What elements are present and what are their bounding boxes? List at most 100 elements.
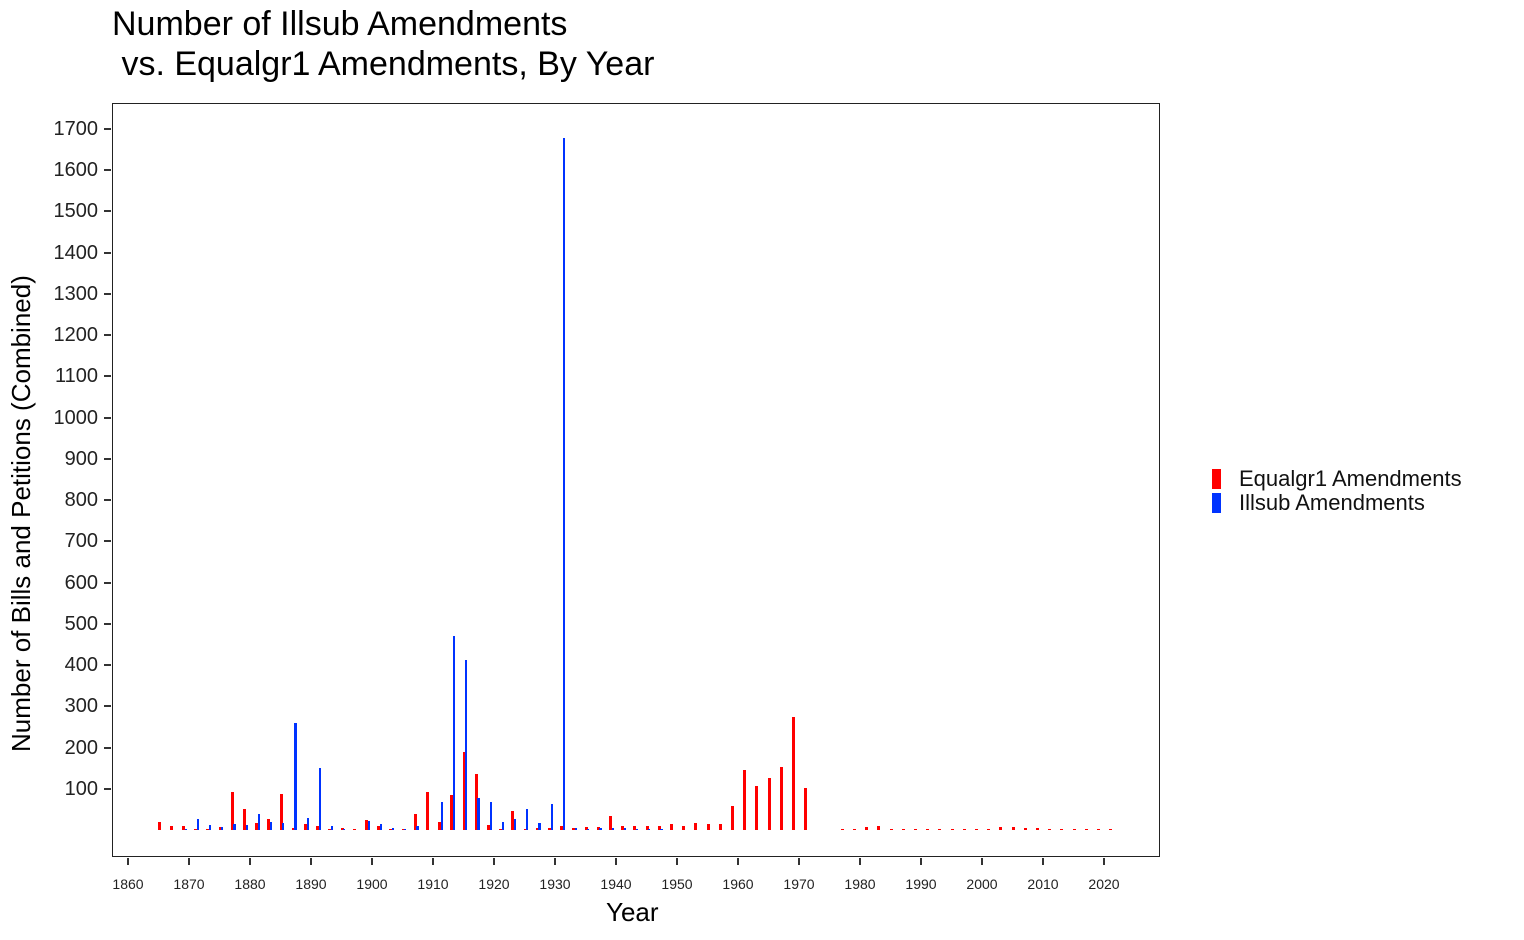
bar-illsub [587, 828, 590, 830]
bar-illsub [367, 820, 370, 830]
bar-equalgr1 [242, 808, 246, 830]
x-tick [554, 858, 556, 865]
bar-equalgr1 [755, 785, 759, 830]
y-tick [104, 251, 111, 254]
bar-equalgr1 [279, 793, 283, 830]
bar-illsub [233, 824, 236, 830]
bar-equalgr1 [425, 792, 429, 830]
bar-illsub [343, 828, 346, 830]
y-tick-label: 1700 [53, 117, 99, 140]
y-tick [104, 622, 111, 625]
chart-title: Number of Illsub Amendments vs. Equalgr1… [112, 5, 655, 83]
bar-equalgr1 [682, 825, 686, 830]
bar-illsub [221, 827, 224, 830]
x-tick-label: 1960 [722, 876, 754, 892]
bar-equalgr1 [1096, 828, 1100, 830]
bar-equalgr1 [791, 717, 795, 830]
bar-equalgr1 [718, 824, 722, 830]
x-tick-label: 1900 [356, 876, 388, 892]
bar-equalgr1 [608, 815, 612, 830]
legend-key-illsub [1212, 493, 1221, 513]
y-tick-label: 1400 [53, 241, 99, 264]
x-tick [127, 858, 129, 865]
bar-equalgr1 [962, 828, 966, 830]
x-tick-label: 1980 [844, 876, 876, 892]
bar-illsub [391, 827, 395, 830]
y-tick [104, 210, 111, 213]
plot-panel [112, 103, 1160, 857]
bar-equalgr1 [267, 818, 271, 830]
bar-equalgr1 [767, 778, 771, 830]
legend: Equalgr1 Amendments Illsub Amendments [1212, 467, 1462, 515]
legend-key-equalgr1 [1212, 469, 1221, 489]
bar-equalgr1 [547, 827, 551, 830]
bar-equalgr1 [657, 825, 661, 830]
x-tick [371, 858, 373, 865]
bar-illsub [477, 797, 480, 830]
bar-equalgr1 [730, 806, 734, 830]
x-tick-label: 2000 [966, 876, 998, 892]
y-tick [104, 705, 111, 708]
bar-equalgr1 [913, 828, 917, 830]
x-tick [310, 858, 312, 865]
bar-equalgr1 [1072, 828, 1076, 830]
x-tick-label: 1930 [539, 876, 571, 892]
y-axis-title: Number of Bills and Petitions (Combined) [6, 275, 36, 752]
bar-equalgr1 [523, 828, 527, 830]
bar-equalgr1 [255, 823, 259, 830]
bar-equalgr1 [889, 828, 893, 830]
bar-equalgr1 [1035, 827, 1039, 830]
bar-equalgr1 [633, 825, 637, 830]
x-tick [188, 858, 190, 865]
bar-equalgr1 [511, 810, 515, 830]
bar-equalgr1 [340, 827, 344, 830]
y-tick [104, 334, 111, 336]
bar-equalgr1 [486, 825, 490, 830]
x-tick-label: 2010 [1027, 876, 1059, 892]
y-tick-label: 1300 [53, 282, 99, 305]
bar-equalgr1 [926, 828, 930, 830]
x-tick [737, 858, 739, 865]
bar-equalgr1 [645, 825, 649, 830]
x-tick [493, 858, 495, 865]
x-tick [1042, 858, 1044, 865]
y-tick-label: 200 [64, 736, 98, 759]
bar-illsub [208, 825, 212, 830]
bar-equalgr1 [560, 825, 564, 830]
x-tick-label: 1940 [600, 876, 632, 892]
bar-illsub [330, 825, 334, 830]
bar-equalgr1 [706, 823, 710, 830]
bar-equalgr1 [291, 828, 295, 830]
bar-equalgr1 [377, 825, 381, 830]
bar-equalgr1 [974, 828, 978, 830]
bar-illsub [550, 804, 553, 830]
bar-illsub [635, 828, 639, 830]
bar-equalgr1 [901, 828, 905, 830]
bar-equalgr1 [316, 825, 320, 830]
legend-label-equalgr1: Equalgr1 Amendments [1239, 466, 1462, 491]
bar-equalgr1 [328, 828, 332, 830]
y-tick [104, 292, 111, 295]
bar-equalgr1 [987, 828, 991, 830]
y-tick-label: 300 [64, 695, 98, 718]
bar-illsub [574, 827, 578, 830]
x-tick-label: 1950 [661, 876, 693, 892]
bar-equalgr1 [462, 751, 466, 830]
bar-illsub [440, 801, 444, 830]
x-tick-label: 1870 [173, 876, 205, 892]
y-tick-label: 600 [64, 571, 98, 594]
bar-equalgr1 [413, 814, 417, 830]
x-tick-label: 1860 [112, 876, 144, 892]
x-tick-label: 1890 [295, 876, 327, 892]
bar-illsub [648, 828, 651, 830]
x-tick-label: 2020 [1088, 876, 1120, 892]
y-tick [104, 499, 111, 501]
legend-item-equalgr1: Equalgr1 Amendments [1212, 467, 1462, 491]
bar-equalgr1 [230, 792, 234, 830]
bar-equalgr1 [621, 826, 625, 830]
bar-illsub [196, 818, 200, 830]
x-tick [798, 858, 800, 865]
y-tick [104, 127, 111, 130]
y-tick-label: 800 [64, 489, 98, 511]
x-tick [615, 858, 617, 865]
